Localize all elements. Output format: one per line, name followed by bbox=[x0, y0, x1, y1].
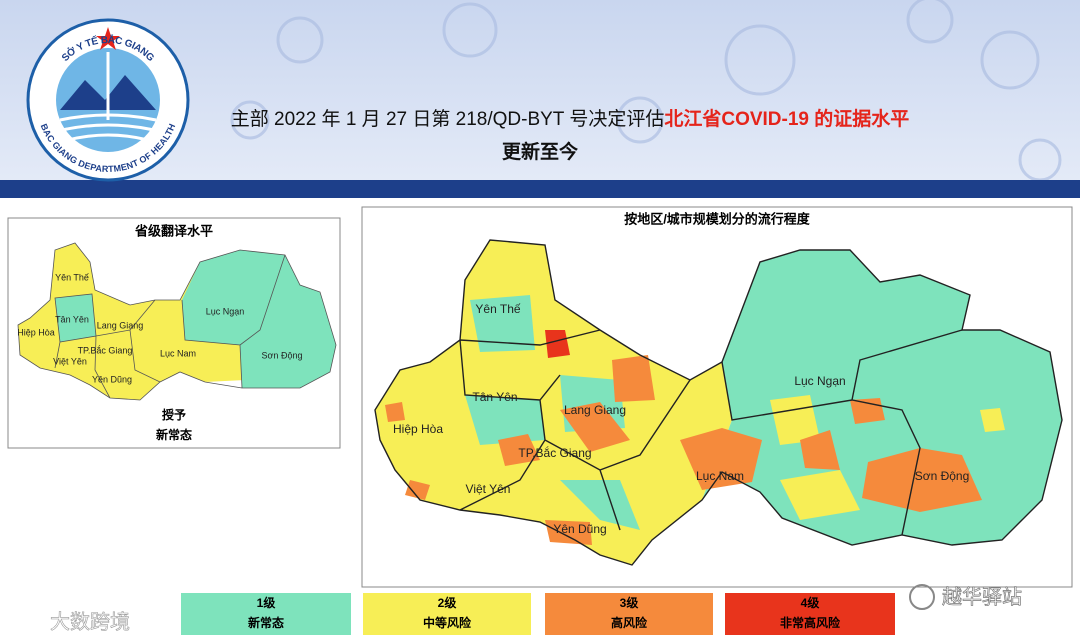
header-title: 主部 2022 年 1 月 27 日第 218/QD-BYT 号决定评估北江省C… bbox=[231, 107, 910, 130]
header-subtitle: 更新至今 bbox=[502, 140, 578, 163]
district-label: TP.Bắc Giang bbox=[78, 345, 133, 355]
legend-label: 非常高风险 bbox=[780, 615, 841, 630]
legend-label: 中等风险 bbox=[423, 615, 472, 630]
status: 新常态 bbox=[156, 427, 192, 442]
right-panel-title: 按地区/城市规模划分的流行程度 bbox=[624, 211, 811, 226]
district-label: Lục Ngạn bbox=[206, 306, 245, 316]
right-map bbox=[374, 239, 1063, 566]
district-label: Lang Giang bbox=[97, 320, 144, 330]
logo-star bbox=[96, 27, 120, 50]
legend-box bbox=[181, 593, 351, 635]
watermark: 越华驿站 bbox=[942, 585, 1022, 608]
watermark-icon bbox=[909, 584, 935, 610]
district-label: Yên Dũng bbox=[553, 522, 606, 536]
left-map bbox=[17, 242, 337, 401]
logo-mountain bbox=[60, 75, 156, 110]
district-label: Lục Ngạn bbox=[794, 374, 845, 388]
watermark: 大数跨境 bbox=[50, 610, 130, 633]
district-label: Lang Giang bbox=[564, 403, 626, 417]
district-label: Yên Dũng bbox=[92, 374, 132, 384]
legend-level: 2级 bbox=[438, 595, 457, 610]
district-label: Hiệp Hòa bbox=[393, 422, 443, 436]
district-label: Sơn Động bbox=[262, 350, 303, 360]
district-label: Yên Thế bbox=[475, 302, 520, 316]
legend-level: 4级 bbox=[801, 595, 820, 610]
title-highlight: 北江省COVID-19 的证据水平 bbox=[664, 107, 909, 130]
legend-label: 高风险 bbox=[611, 615, 648, 630]
legend-box bbox=[545, 593, 713, 635]
legend-box bbox=[725, 593, 895, 635]
title-prefix: 主部 2022 年 1 月 27 日第 218/QD-BYT 号决定评估 bbox=[231, 108, 665, 130]
status-label: 授予 bbox=[162, 407, 186, 422]
district-label: Việt Yên bbox=[53, 356, 87, 366]
district-label: Yên Thế bbox=[55, 272, 89, 282]
header-stripe bbox=[0, 180, 1080, 198]
district-label: TP.Bắc Giang bbox=[518, 445, 591, 460]
legend-level: 1级 bbox=[257, 595, 276, 610]
legend-box bbox=[363, 593, 531, 635]
district-label: Việt Yên bbox=[466, 482, 511, 496]
district-label: Lục Nam bbox=[696, 469, 744, 483]
legend-level: 3级 bbox=[620, 595, 639, 610]
virus-decor bbox=[230, 0, 1062, 182]
left-panel-title: 省级翻译水平 bbox=[134, 223, 213, 238]
district-label: Lục Nam bbox=[160, 348, 196, 358]
legend-label: 新常态 bbox=[248, 615, 284, 630]
district-label: Hiệp Hòa bbox=[17, 327, 55, 337]
district-label: Tân Yên bbox=[55, 314, 89, 324]
watermark-icon bbox=[17, 609, 43, 635]
district-label: Sơn Động bbox=[915, 469, 970, 483]
district-label: Tân Yên bbox=[472, 390, 517, 404]
